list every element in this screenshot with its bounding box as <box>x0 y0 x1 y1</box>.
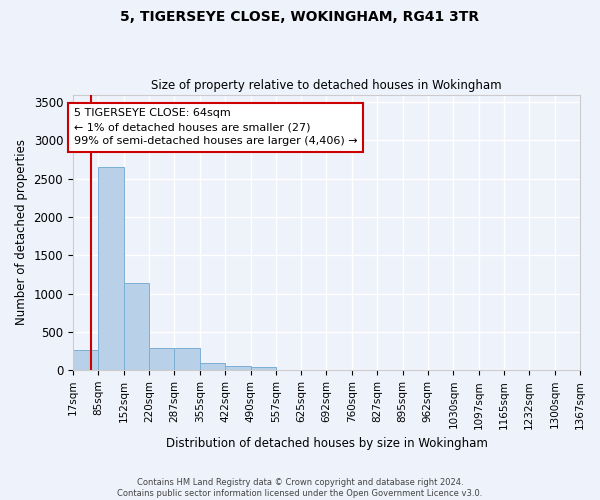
Title: Size of property relative to detached houses in Wokingham: Size of property relative to detached ho… <box>151 79 502 92</box>
Bar <box>124 283 149 370</box>
Bar <box>175 348 200 370</box>
Bar <box>149 348 175 370</box>
X-axis label: Distribution of detached houses by size in Wokingham: Distribution of detached houses by size … <box>166 437 487 450</box>
Bar <box>200 363 225 370</box>
Text: 5, TIGERSEYE CLOSE, WOKINGHAM, RG41 3TR: 5, TIGERSEYE CLOSE, WOKINGHAM, RG41 3TR <box>121 10 479 24</box>
Bar <box>225 366 251 370</box>
Bar <box>73 350 98 370</box>
Bar <box>251 367 276 370</box>
Y-axis label: Number of detached properties: Number of detached properties <box>15 140 28 326</box>
Text: Contains HM Land Registry data © Crown copyright and database right 2024.
Contai: Contains HM Land Registry data © Crown c… <box>118 478 482 498</box>
Text: 5 TIGERSEYE CLOSE: 64sqm
← 1% of detached houses are smaller (27)
99% of semi-de: 5 TIGERSEYE CLOSE: 64sqm ← 1% of detache… <box>74 108 358 146</box>
Bar <box>98 168 124 370</box>
